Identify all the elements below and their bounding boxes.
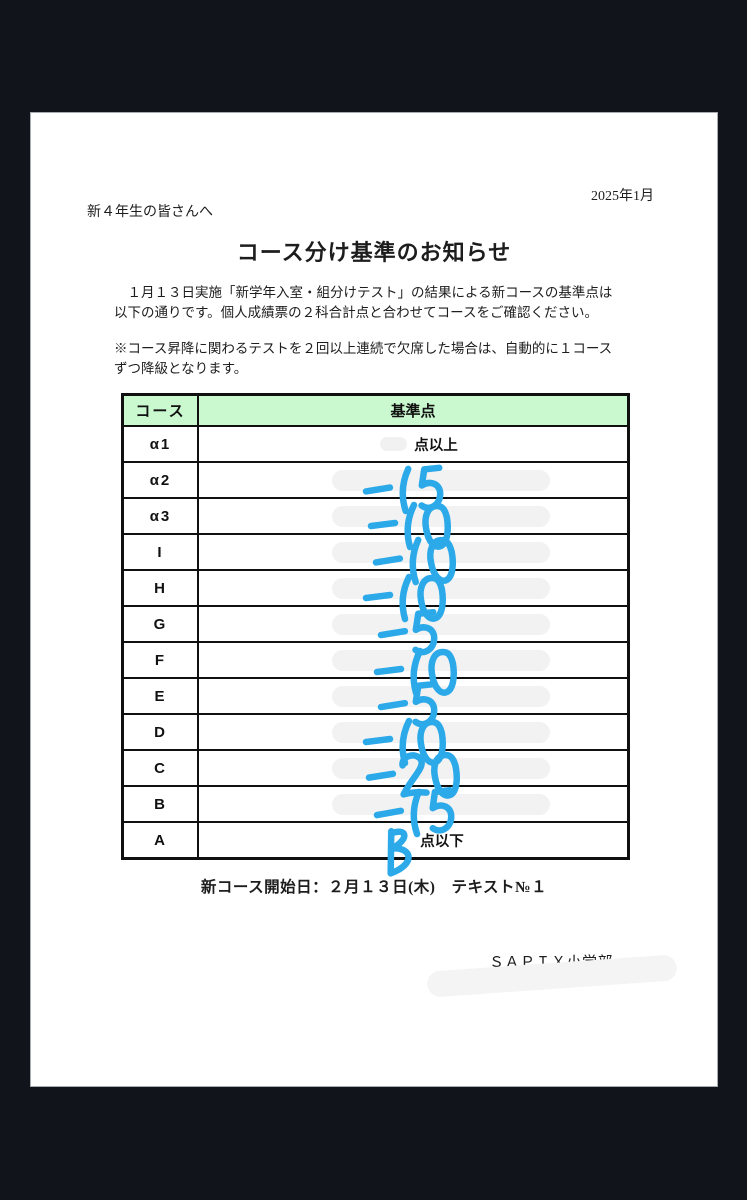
handwritten-score-annotation	[371, 534, 463, 589]
score-cell	[199, 463, 627, 515]
score-cell	[199, 535, 627, 586]
course-cell: D	[124, 715, 199, 749]
table-row-alpha1: α1 点以上	[124, 425, 627, 461]
new-course-start-line: 新コース開始日：２月１３日(木) テキスト№１	[200, 879, 548, 896]
score-cell	[199, 751, 627, 799]
whiteout-smudge	[332, 614, 550, 635]
table-row-I: I	[124, 533, 627, 586]
table-row-C: C	[124, 749, 627, 799]
course-cell: α2	[124, 463, 199, 497]
course-cell: F	[124, 643, 199, 677]
document-date: 2025年1月	[591, 189, 654, 204]
printed-score-text: 点以下	[420, 833, 464, 850]
handwritten-score-annotation	[380, 826, 420, 879]
intro-line-2: 以下の通りです。個人成績票の２科合計点と合わせてコースをご確認ください。	[114, 304, 598, 320]
score-cell	[199, 787, 627, 838]
score-cell: 点以上	[199, 427, 627, 461]
header-score: 基準点	[390, 403, 436, 420]
header-course: コース	[124, 396, 199, 425]
course-cell: H	[124, 571, 199, 605]
note-line-1: ※コース昇降に関わるテストを２回以上連続で欠席した場合は、自動的に１コース	[114, 341, 613, 356]
handwritten-score-annotation	[362, 573, 452, 625]
score-cell	[199, 679, 627, 728]
score-cell	[199, 643, 627, 697]
score-cell	[199, 607, 627, 656]
table-row-A: A 点以下	[124, 821, 627, 877]
document-page: 2025年1月 新４年生の皆さんへ コース分け基準のお知らせ １月１３日実施「新…	[30, 112, 718, 1087]
table-row-G: G	[124, 605, 627, 656]
handwritten-score-annotation	[376, 608, 445, 662]
table-row-alpha2: α2	[124, 461, 627, 515]
whiteout-blob	[380, 437, 408, 451]
course-cell: E	[124, 679, 199, 713]
addressee-line: 新４年生の皆さんへ	[87, 205, 213, 220]
course-cell: α3	[124, 499, 199, 533]
handwritten-score-annotation	[372, 786, 463, 843]
table-header-row: コース 基準点	[124, 396, 627, 425]
course-cell: I	[124, 535, 199, 569]
note-line-2: ずつ降級となります。	[114, 360, 248, 376]
table-row-F: F	[124, 641, 627, 697]
course-criteria-table: コース 基準点 α1 点以上 α2 α3	[121, 393, 630, 877]
document-title: コース分け基準のお知らせ	[236, 240, 512, 265]
table-row-B: B	[124, 785, 627, 838]
course-cell: A	[124, 823, 199, 857]
course-cell: C	[124, 751, 199, 785]
absence-note-paragraph: ※コース昇降に関わるテストを２回以上連続で欠席した場合は、自動的に１コース ずつ…	[114, 339, 644, 378]
score-cell: 点以下	[199, 823, 627, 877]
whiteout-smudge	[332, 686, 550, 707]
whiteout-smudge	[332, 650, 550, 671]
table-row-alpha3: α3	[124, 497, 627, 551]
intro-line-1: １月１３日実施「新学年入室・組分けテスト」の結果による新コースの基準点は	[114, 285, 613, 300]
course-cell: α1	[124, 427, 199, 461]
intro-paragraph: １月１３日実施「新学年入室・組分けテスト」の結果による新コースの基準点は 以下の…	[114, 283, 644, 322]
printed-score-text: 点以上	[368, 434, 458, 455]
score-cell	[199, 571, 627, 623]
score-cell	[199, 715, 627, 767]
table-row-H: H	[124, 569, 627, 623]
course-cell: B	[124, 787, 199, 821]
table-row-D: D	[124, 713, 627, 767]
course-cell: G	[124, 607, 199, 641]
handwritten-score-annotation	[367, 501, 457, 553]
score-cell	[199, 499, 627, 551]
